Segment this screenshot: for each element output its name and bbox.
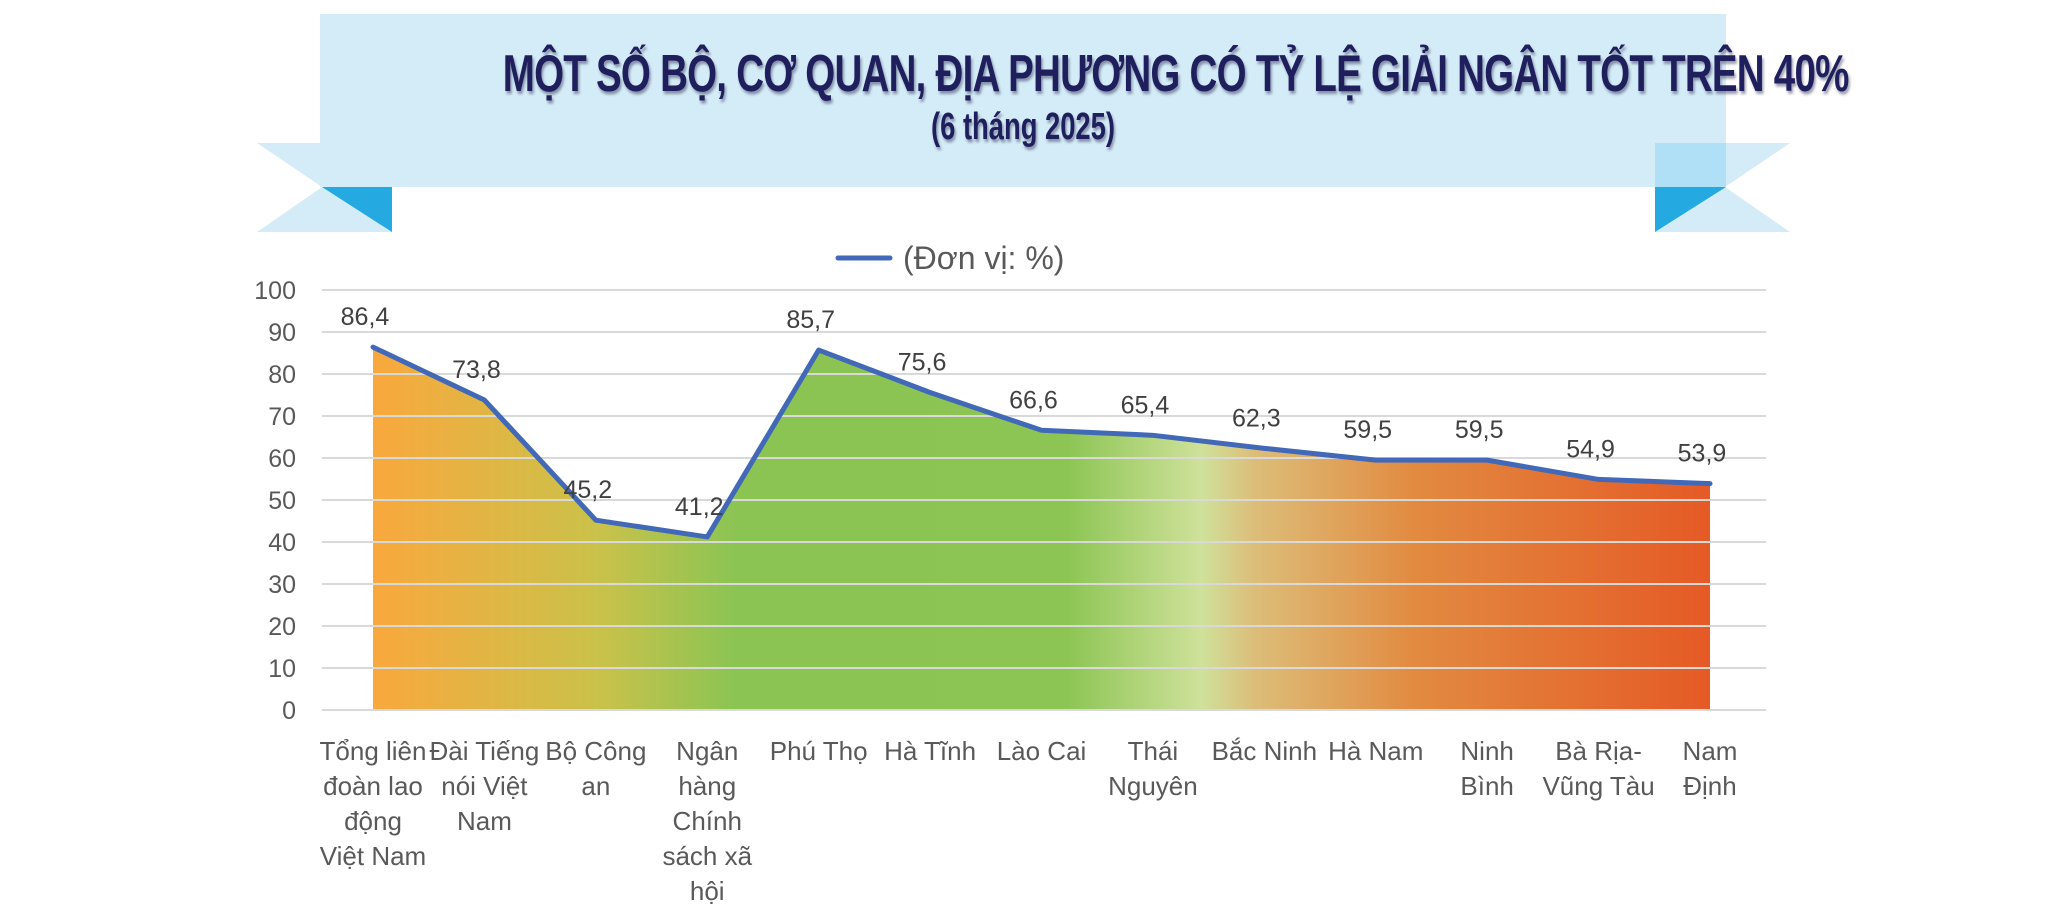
data-label: 59,5: [1343, 416, 1392, 444]
banner-rect: [320, 14, 1726, 187]
x-tick-label: Ninh Bình: [1422, 734, 1552, 804]
x-tick-label: Nam Định: [1645, 734, 1775, 804]
x-tick-label-line: Tổng liên: [319, 736, 427, 766]
series-line: [370, 344, 1713, 540]
x-tick-label: Bắc Ninh: [1199, 734, 1329, 769]
y-axis: 0 10 20 30 40 50 60 70 80 90 100: [254, 277, 296, 725]
x-tick-label: Bộ Công an: [531, 734, 661, 804]
x-tick-label-line: Nam: [1682, 736, 1738, 766]
area-fill-path: [373, 347, 1710, 710]
x-tick-label-line: Việt Nam: [319, 841, 427, 871]
data-label: 85,7: [786, 306, 835, 334]
gridlines: [322, 289, 1766, 711]
x-tick-label-line: Định: [1683, 771, 1737, 801]
data-label: 73,8: [452, 356, 501, 384]
x-tick-label: Ngân hàng Chính sách xã hội: [642, 734, 772, 909]
data-label: 86,4: [341, 303, 390, 331]
y-tick-label: 30: [268, 571, 296, 599]
area-fill: [373, 347, 1710, 710]
x-tick-label: Lào Cai: [977, 734, 1107, 769]
x-tick-label-line: Bà Rịa-: [1555, 736, 1642, 766]
x-tick-label: Tổng liên đoàn lao động Việt Nam: [308, 734, 438, 874]
data-label: 62,3: [1232, 404, 1281, 432]
y-tick-label: 10: [268, 655, 296, 683]
legend: (Đơn vị: %): [835, 240, 1064, 276]
x-tick-label: Hà Nam: [1311, 734, 1441, 769]
x-tick-label-line: Lào Cai: [996, 736, 1087, 766]
title-banner: MỘT SỐ BỘ, CƠ QUAN, ĐỊA PHƯƠNG CÓ TỶ LỆ …: [0, 0, 2048, 240]
data-label: 75,6: [898, 348, 947, 376]
banner-text: MỘT SỐ BỘ, CƠ QUAN, ĐỊA PHƯƠNG CÓ TỶ LỆ …: [320, 14, 1850, 187]
x-tick-label-line: Hà Tĩnh: [884, 736, 977, 766]
x-tick-label: Bà Rịa- Vũng Tàu: [1534, 734, 1664, 804]
x-tick-label-line: Ninh: [1460, 736, 1514, 766]
x-tick-label-line: Đài Tiếng: [429, 736, 540, 766]
ribbon-right-fold-shadow-icon: [1655, 187, 1726, 232]
data-labels: 86,4 73,8 45,2 41,2 85,7 75,6 66,6 65,4 62,3 59,5…: [341, 303, 1727, 521]
x-tick-label-line: hàng: [678, 771, 737, 801]
x-tick-label-line: Nguyên: [1108, 771, 1198, 801]
x-tick-label: Phú Thọ: [754, 734, 884, 769]
x-tick-label-line: Bình: [1460, 771, 1514, 801]
y-tick-label: 60: [268, 445, 296, 473]
data-label: 41,2: [675, 493, 724, 521]
y-tick-label: 40: [268, 529, 296, 557]
data-label: 54,9: [1566, 435, 1615, 463]
y-tick-label: 70: [268, 403, 296, 431]
y-tick-label: 50: [268, 487, 296, 515]
y-tick-label: 90: [268, 319, 296, 347]
legend-label: (Đơn vị: %): [903, 240, 1064, 276]
y-tick-label: 100: [254, 277, 296, 305]
x-tick-label-line: Ngân: [676, 736, 739, 766]
y-tick-label: 80: [268, 361, 296, 389]
x-tick-label-line: hội: [689, 876, 725, 906]
x-tick-label-line: Nam: [456, 806, 512, 836]
ribbon-right-fold: [1655, 143, 1726, 187]
ribbon-decoration: [257, 14, 1790, 232]
y-tick-label: 0: [282, 697, 296, 725]
x-tick-label-line: Bắc Ninh: [1211, 736, 1318, 766]
data-line: [370, 344, 1713, 540]
x-tick-label-line: Vũng Tàu: [1542, 771, 1655, 801]
x-tick-label-line: Chính: [672, 806, 742, 836]
chart-subtitle: (6 tháng 2025): [931, 106, 1115, 148]
x-tick-label-line: động: [344, 806, 402, 836]
data-label: 66,6: [1009, 386, 1058, 414]
x-tick-label-line: Thái: [1127, 736, 1179, 766]
data-label: 53,9: [1678, 440, 1727, 468]
data-label: 45,2: [563, 476, 612, 504]
data-label: 59,5: [1455, 416, 1504, 444]
x-tick-label: Hà Tĩnh: [865, 734, 995, 769]
x-tick-label-line: nói Việt: [441, 771, 528, 801]
x-tick-label-line: Hà Nam: [1328, 736, 1424, 766]
x-tick-label: Đài Tiếng nói Việt Nam: [419, 734, 549, 839]
x-tick-label: Thái Nguyên: [1088, 734, 1218, 804]
x-tick-label-line: Phú Thọ: [769, 736, 868, 766]
ribbon-left-fold-shadow-icon: [322, 187, 392, 232]
x-tick-label-line: sách xã: [662, 841, 753, 871]
data-label: 65,4: [1121, 391, 1170, 419]
x-tick-label-line: đoàn lao: [323, 771, 423, 801]
y-tick-label: 20: [268, 613, 296, 641]
x-tick-label-line: an: [581, 771, 611, 801]
x-tick-label-line: Bộ Công: [545, 736, 647, 766]
